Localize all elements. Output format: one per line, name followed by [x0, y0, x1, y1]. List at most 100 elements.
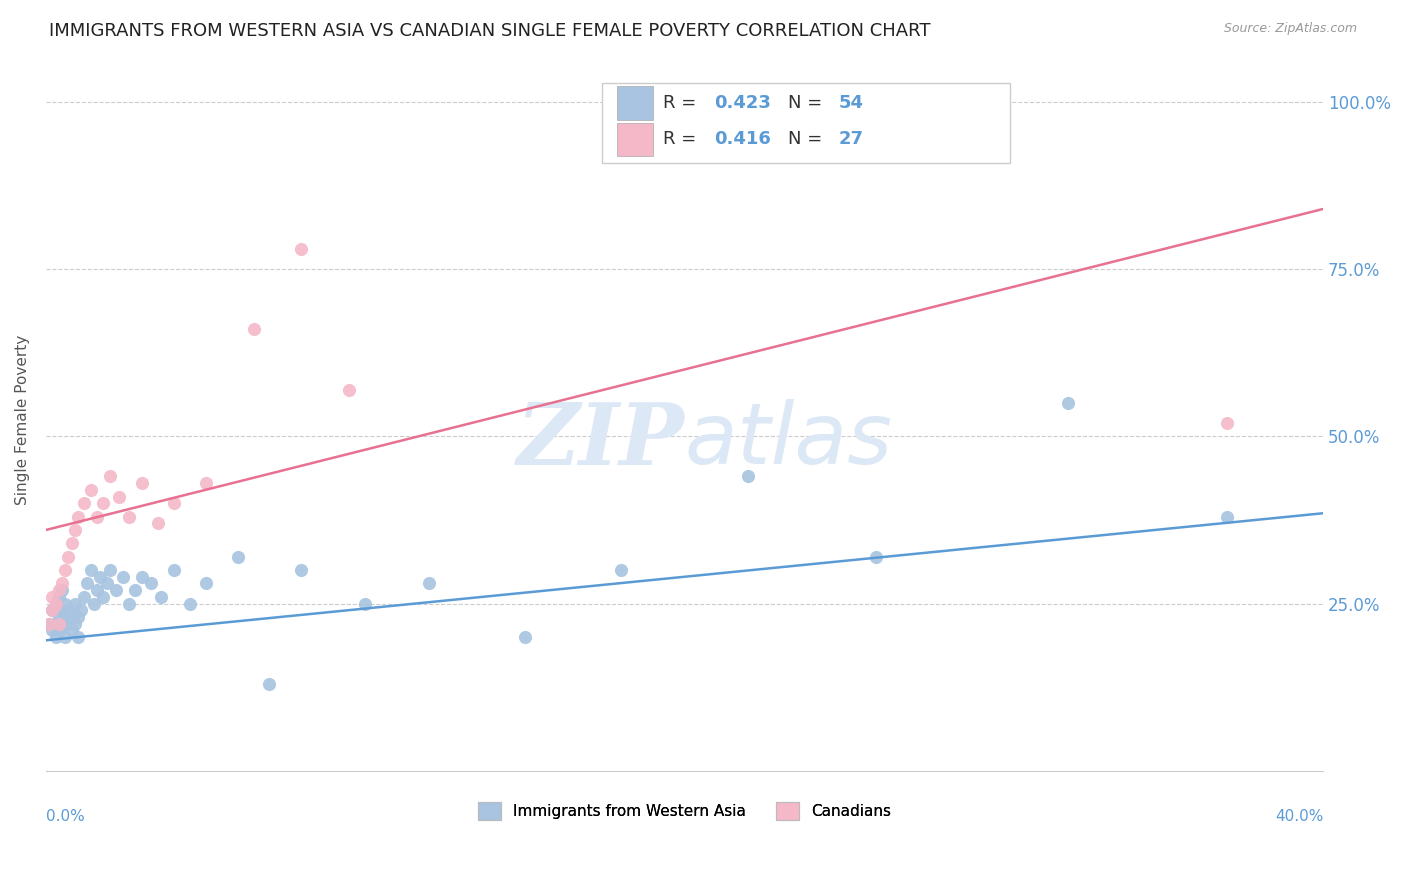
- Point: [79, 563, 101, 577]
- Point: [1056, 396, 1078, 410]
- Point: [93, 590, 115, 604]
- Point: [63, 523, 86, 537]
- Text: ZIP: ZIP: [516, 399, 685, 483]
- Point: [194, 476, 217, 491]
- Point: [41, 624, 63, 638]
- Point: [73, 496, 96, 510]
- Point: [93, 496, 115, 510]
- Point: [53, 597, 76, 611]
- Text: R =: R =: [662, 94, 702, 112]
- FancyBboxPatch shape: [617, 86, 652, 120]
- Point: [48, 616, 70, 631]
- Text: 0.423: 0.423: [714, 94, 770, 112]
- Point: [70, 603, 93, 617]
- Point: [38, 616, 60, 631]
- Point: [89, 570, 111, 584]
- Point: [226, 549, 249, 564]
- Point: [131, 476, 153, 491]
- Text: 27: 27: [839, 130, 865, 148]
- Point: [259, 677, 281, 691]
- FancyBboxPatch shape: [602, 83, 1011, 163]
- Point: [51, 576, 73, 591]
- Y-axis label: Single Female Poverty: Single Female Poverty: [15, 334, 30, 505]
- Text: 0.0%: 0.0%: [46, 809, 84, 824]
- Point: [131, 570, 153, 584]
- Text: 54: 54: [839, 94, 865, 112]
- Text: IMMIGRANTS FROM WESTERN ASIA VS CANADIAN SINGLE FEMALE POVERTY CORRELATION CHART: IMMIGRANTS FROM WESTERN ASIA VS CANADIAN…: [49, 22, 931, 40]
- Point: [66, 630, 89, 644]
- Text: N =: N =: [787, 130, 828, 148]
- Point: [51, 603, 73, 617]
- Legend: Immigrants from Western Asia, Canadians: Immigrants from Western Asia, Canadians: [471, 796, 897, 826]
- Point: [105, 583, 128, 598]
- Point: [98, 563, 121, 577]
- Text: atlas: atlas: [685, 400, 893, 483]
- Point: [73, 590, 96, 604]
- Point: [179, 597, 201, 611]
- Point: [354, 597, 377, 611]
- Point: [865, 549, 887, 564]
- Point: [45, 597, 67, 611]
- Point: [76, 576, 98, 591]
- Point: [60, 624, 83, 638]
- Point: [45, 597, 67, 611]
- Point: [41, 590, 63, 604]
- Point: [242, 322, 264, 336]
- Point: [98, 469, 121, 483]
- Point: [337, 383, 360, 397]
- Text: R =: R =: [662, 130, 702, 148]
- Point: [45, 630, 67, 644]
- Point: [163, 496, 186, 510]
- Point: [118, 509, 141, 524]
- Point: [53, 610, 76, 624]
- Point: [111, 570, 134, 584]
- Point: [48, 610, 70, 624]
- Point: [290, 242, 312, 256]
- Point: [66, 509, 89, 524]
- Point: [83, 597, 105, 611]
- Point: [38, 616, 60, 631]
- Point: [79, 483, 101, 497]
- Point: [1216, 416, 1239, 430]
- Point: [48, 583, 70, 598]
- Point: [124, 583, 146, 598]
- Point: [1216, 509, 1239, 524]
- Point: [418, 576, 440, 591]
- Point: [118, 597, 141, 611]
- Point: [58, 603, 80, 617]
- Point: [58, 549, 80, 564]
- Point: [60, 610, 83, 624]
- Text: Source: ZipAtlas.com: Source: ZipAtlas.com: [1223, 22, 1357, 36]
- Point: [194, 576, 217, 591]
- Point: [63, 616, 86, 631]
- Point: [63, 597, 86, 611]
- Point: [146, 516, 169, 531]
- Point: [86, 509, 108, 524]
- Point: [48, 590, 70, 604]
- Point: [53, 630, 76, 644]
- Point: [51, 616, 73, 631]
- Text: 0.416: 0.416: [714, 130, 770, 148]
- FancyBboxPatch shape: [617, 122, 652, 156]
- Text: N =: N =: [787, 94, 828, 112]
- Point: [66, 610, 89, 624]
- Point: [41, 603, 63, 617]
- Point: [86, 583, 108, 598]
- Point: [41, 603, 63, 617]
- Point: [51, 583, 73, 598]
- Point: [108, 490, 131, 504]
- Point: [48, 624, 70, 638]
- Point: [45, 616, 67, 631]
- Point: [58, 616, 80, 631]
- Point: [149, 590, 172, 604]
- Point: [96, 576, 118, 591]
- Point: [737, 469, 759, 483]
- Point: [141, 576, 163, 591]
- Text: 40.0%: 40.0%: [1275, 809, 1323, 824]
- Point: [609, 563, 631, 577]
- Point: [513, 630, 536, 644]
- Point: [163, 563, 186, 577]
- Point: [53, 563, 76, 577]
- Point: [290, 563, 312, 577]
- Point: [60, 536, 83, 550]
